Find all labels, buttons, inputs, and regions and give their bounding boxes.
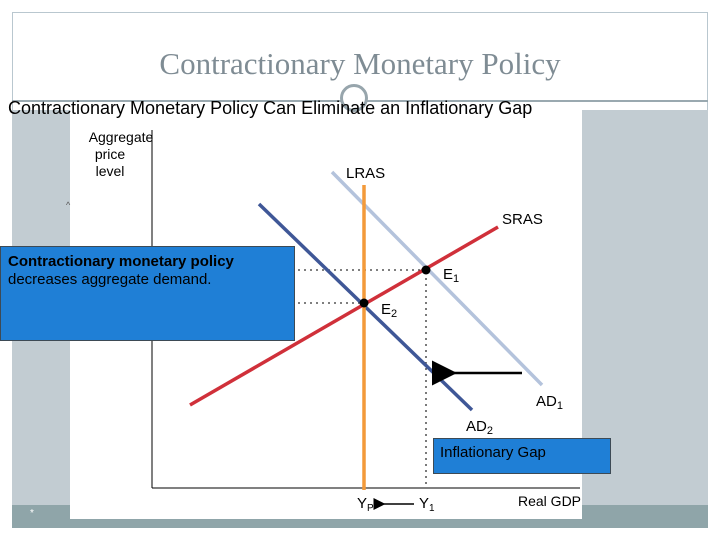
yp-tick-label: YP <box>357 495 374 514</box>
footer-mark: * <box>30 508 34 519</box>
ad1-label: AD1 <box>536 393 563 412</box>
e1-label: E1 <box>443 266 459 285</box>
slide-title: Contractionary Monetary Policy <box>159 46 561 81</box>
stray-mark: ^ <box>66 200 71 210</box>
slide-subtitle: Contractionary Monetary Policy Can Elimi… <box>8 98 533 118</box>
title-ring-ornament <box>340 84 368 112</box>
sras-curve <box>189 225 499 407</box>
y-axis-label-line3: level <box>96 163 125 179</box>
y-axis-label-line2: price <box>95 146 126 162</box>
callout-box: Contractionary monetary policy decreases… <box>0 246 295 341</box>
y-axis-label-line1: Aggregate <box>89 129 154 145</box>
sras-label: SRAS <box>502 211 543 228</box>
inflationary-gap-label: Inflationary Gap <box>433 438 611 474</box>
y1-tick-label: Y1 <box>419 495 435 514</box>
ad1-curve <box>330 170 544 387</box>
ad2-label: AD2 <box>466 418 493 437</box>
e2-label: E2 <box>381 301 397 320</box>
callout-body: decreases aggregate demand. <box>8 271 212 288</box>
e1-point <box>421 265 431 275</box>
lras-label: LRAS <box>346 165 385 182</box>
callout-heading: Contractionary monetary policy <box>8 253 234 270</box>
x-axis-label: Real GDP <box>518 493 581 509</box>
e2-point <box>359 298 369 308</box>
